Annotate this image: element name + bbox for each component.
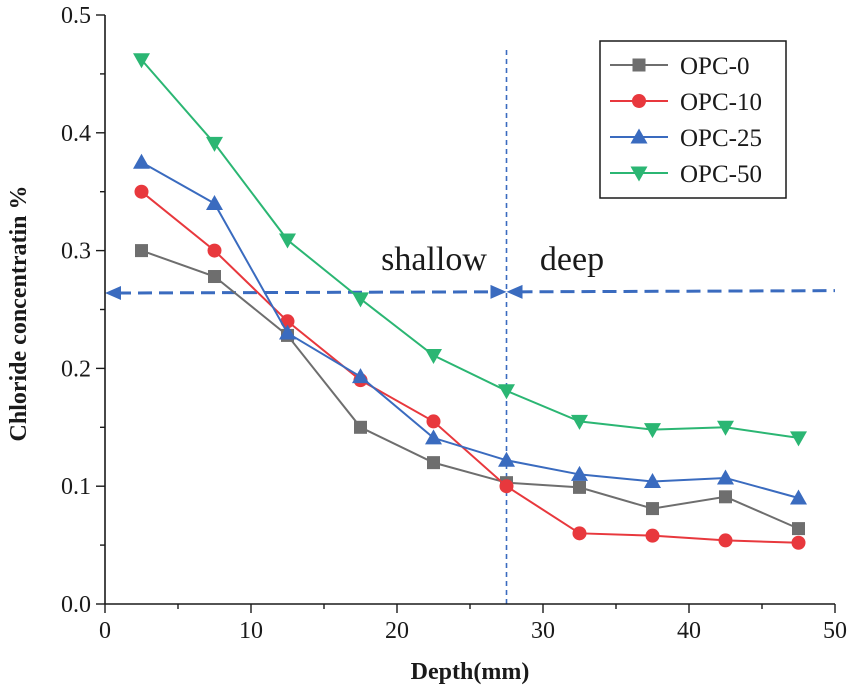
data-point-opc-25 [498, 451, 515, 467]
y-tick-label: 0.3 [61, 239, 91, 265]
x-tick-label: 0 [99, 618, 111, 644]
data-point-opc-0 [646, 502, 659, 516]
series-opc-50 [133, 53, 807, 447]
data-point-opc-0 [792, 522, 805, 536]
data-point-opc-25 [352, 368, 369, 384]
x-axis-title: Depth(mm) [411, 659, 530, 685]
y-tick-label: 0.1 [61, 474, 91, 500]
legend: OPC-0 OPC-10 OPC-25 OPC-50 [599, 40, 787, 199]
legend-box [599, 40, 787, 199]
data-point-opc-10 [499, 479, 514, 494]
data-point-opc-25 [206, 194, 223, 210]
y-axis-title: Chloride concentratin % [6, 186, 32, 442]
x-tick-label: 30 [531, 618, 555, 644]
deep-label: deep [540, 241, 604, 278]
data-point-opc-50 [425, 348, 442, 364]
tick-labels: 0 10 20 30 40 50 0.0 0.1 0.2 0.3 0.4 0.5 [61, 3, 847, 644]
series-line-opc-25 [141, 161, 799, 499]
series-layer [133, 53, 807, 550]
series-line-opc-50 [140, 59, 799, 439]
data-point-opc-10 [791, 535, 806, 550]
y-tick-label: 0.5 [61, 3, 91, 29]
data-point-opc-10 [134, 184, 149, 199]
data-point-opc-25 [425, 429, 442, 445]
series-opc-0 [135, 244, 805, 536]
data-point-opc-50 [279, 233, 296, 249]
legend-entry-opc-0: OPC-0 [680, 53, 749, 80]
data-point-opc-50 [644, 423, 661, 439]
shallow-label: shallow [381, 241, 487, 278]
boundary-arrow-head-right [506, 284, 523, 299]
x-tick-label: 20 [385, 618, 409, 644]
x-tick-label: 10 [239, 618, 263, 644]
y-tick-label: 0.0 [61, 592, 91, 618]
data-point-opc-25 [717, 469, 734, 485]
boundary-arrow-head-left [490, 284, 507, 299]
series-line-opc-10 [140, 190, 799, 544]
x-tick-label: 40 [677, 618, 701, 644]
data-point-opc-25 [571, 465, 588, 481]
data-point-opc-25 [133, 153, 150, 169]
legend-entry-opc-50: OPC-50 [680, 161, 762, 188]
legend-swatch-marker [630, 166, 648, 182]
deep-arrow-line [518, 289, 836, 294]
data-point-opc-50 [498, 384, 515, 400]
data-point-opc-0 [719, 490, 732, 504]
shallow-arrow-line [116, 290, 495, 295]
legend-swatch-marker [632, 94, 646, 108]
series-line-opc-0 [141, 249, 799, 530]
data-point-opc-50 [206, 136, 223, 152]
data-point-opc-10 [645, 528, 660, 543]
data-point-opc-0 [573, 480, 586, 494]
y-tick-label: 0.2 [61, 356, 91, 382]
data-point-opc-25 [790, 489, 807, 505]
data-point-opc-10 [572, 526, 587, 541]
data-point-opc-0 [427, 456, 440, 470]
legend-entry-opc-25: OPC-25 [680, 125, 762, 152]
data-point-opc-10 [718, 533, 733, 548]
y-tick-label: 0.4 [61, 121, 91, 147]
legend-entry-opc-10: OPC-10 [680, 89, 762, 116]
data-point-opc-10 [426, 414, 441, 429]
data-point-opc-50 [790, 431, 807, 447]
data-point-opc-25 [279, 324, 296, 340]
data-point-opc-50 [133, 53, 150, 69]
data-point-opc-0 [354, 420, 367, 434]
x-tick-label: 50 [823, 618, 847, 644]
annotation-guides [105, 50, 836, 604]
axes [96, 14, 836, 613]
data-point-opc-50 [352, 292, 369, 308]
left-arrow-head [105, 286, 121, 301]
legend-swatch-marker [630, 128, 648, 144]
legend-swatch-marker [632, 58, 646, 72]
data-point-opc-10 [207, 243, 222, 258]
data-point-opc-0 [208, 270, 221, 284]
data-point-opc-10 [280, 314, 295, 329]
data-point-opc-50 [571, 414, 588, 430]
data-point-opc-25 [644, 472, 661, 488]
data-point-opc-50 [717, 420, 734, 436]
series-opc-25 [133, 153, 807, 505]
data-point-opc-0 [135, 244, 148, 258]
